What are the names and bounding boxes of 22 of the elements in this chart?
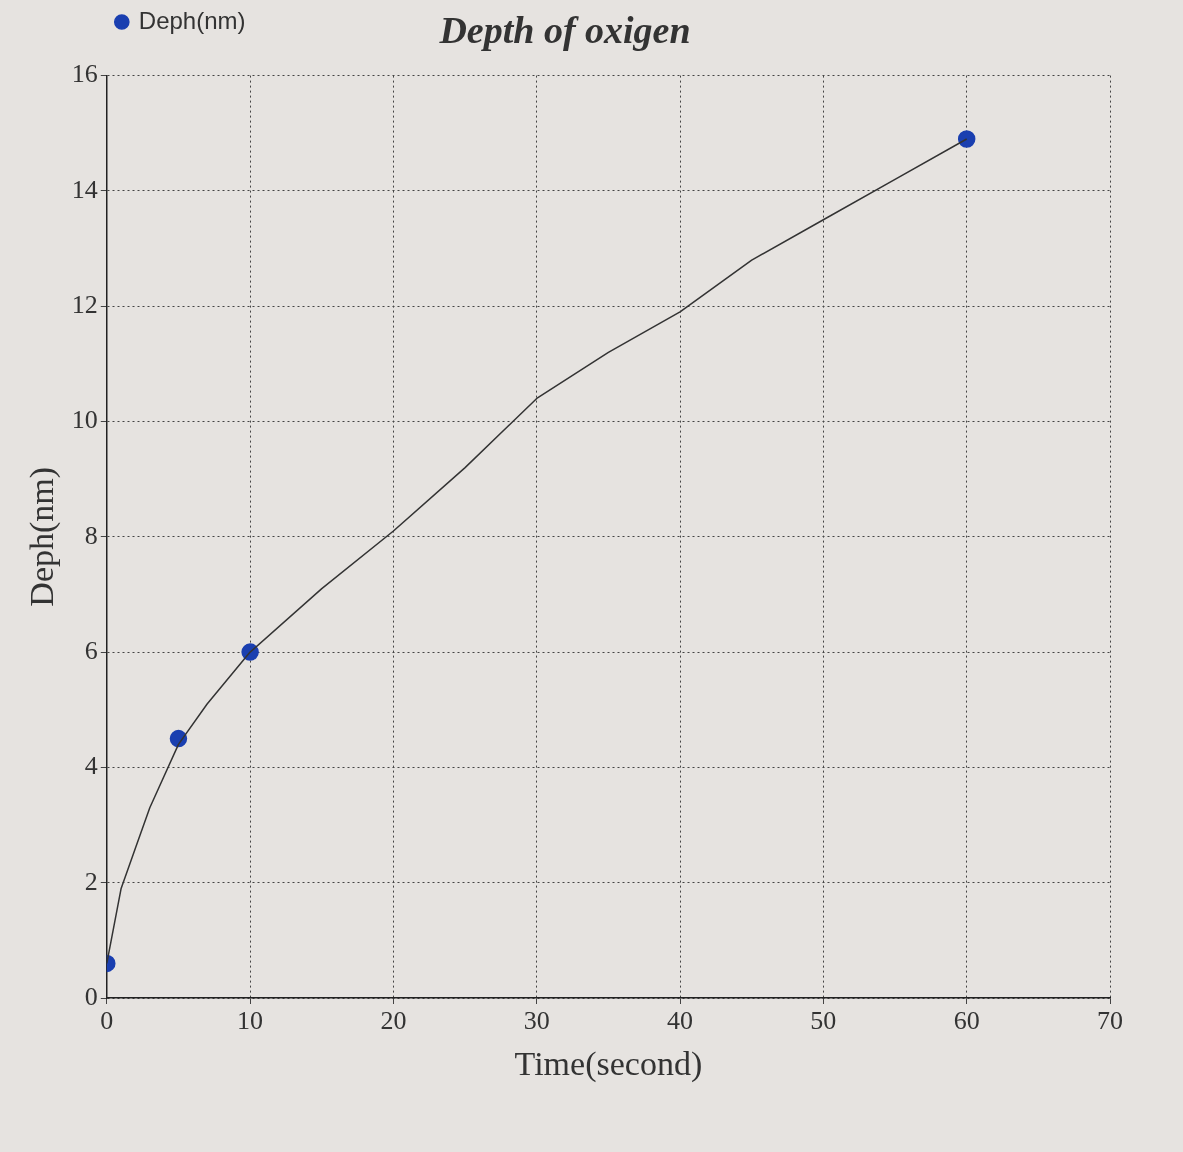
x-tick-label: 20 <box>380 1006 407 1036</box>
x-tick-label: 40 <box>667 1006 694 1036</box>
x-tick-label: 10 <box>237 1006 264 1036</box>
y-tick-label: 16 <box>71 59 98 89</box>
y-tick-label: 12 <box>71 290 98 320</box>
point <box>957 130 976 148</box>
x-tick-label: 30 <box>523 1006 550 1036</box>
y-tick-label: 6 <box>84 635 98 665</box>
x-tick-label: 70 <box>1097 1006 1123 1036</box>
y-tick-label: 4 <box>84 751 98 781</box>
x-tick-label: 50 <box>810 1006 837 1036</box>
x-axis-title: Time(second) <box>514 1044 703 1083</box>
y-tick-label: 10 <box>71 405 98 435</box>
y-tick-label: 14 <box>71 174 98 204</box>
y-tick-label: 8 <box>84 520 98 550</box>
legend-label: Deph(nm) <box>138 6 246 34</box>
y-axis-title: Deph(nm) <box>23 466 62 607</box>
chart-title: Depth of oxigen <box>438 8 691 51</box>
y-tick-label: 0 <box>84 981 98 1011</box>
x-tick-label: 60 <box>953 1006 980 1036</box>
point <box>169 729 188 748</box>
y-tick-label: 2 <box>84 866 98 896</box>
